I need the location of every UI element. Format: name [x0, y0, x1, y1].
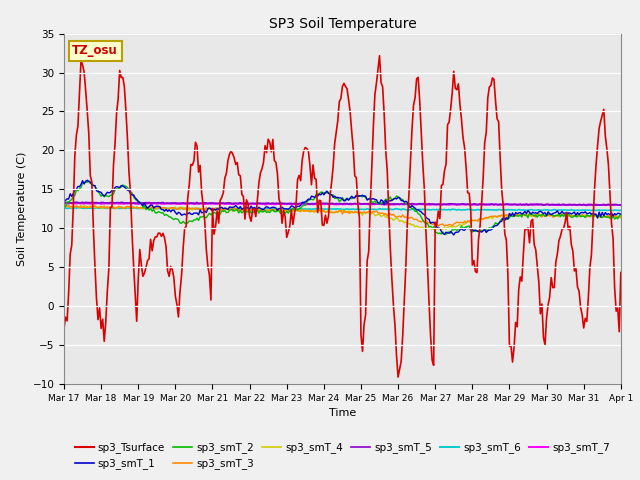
sp3_smT_5 — [88, 199, 96, 205]
sp3_smT_4 — [165, 205, 173, 211]
sp3_smT_3 — [410, 216, 417, 222]
sp3_smT_1 — [410, 204, 417, 210]
sp3_smT_1 — [617, 211, 625, 217]
sp3_smT_4 — [410, 222, 417, 228]
sp3_smT_1 — [379, 198, 387, 204]
sp3_smT_4 — [60, 203, 68, 208]
sp3_smT_3 — [552, 213, 559, 218]
sp3_smT_7 — [76, 201, 83, 206]
sp3_smT_3 — [397, 215, 405, 220]
sp3_smT_4 — [77, 202, 85, 208]
sp3_smT_5 — [550, 202, 558, 208]
sp3_smT_3 — [165, 206, 173, 212]
sp3_smT_6 — [396, 206, 403, 212]
sp3_smT_5 — [410, 201, 417, 207]
sp3_Tsurface — [164, 268, 172, 274]
sp3_smT_6 — [408, 206, 416, 212]
sp3_smT_7 — [165, 201, 173, 206]
sp3_smT_2 — [617, 212, 625, 217]
sp3_smT_7 — [397, 201, 405, 207]
sp3_smT_7 — [550, 202, 558, 208]
sp3_Tsurface — [617, 270, 625, 276]
Legend: sp3_Tsurface, sp3_smT_1, sp3_smT_2, sp3_smT_3, sp3_smT_4, sp3_smT_5, sp3_smT_6, : sp3_Tsurface, sp3_smT_1, sp3_smT_2, sp3_… — [70, 438, 614, 474]
sp3_smT_5 — [583, 203, 591, 208]
Line: sp3_smT_2: sp3_smT_2 — [64, 180, 621, 235]
sp3_smT_2 — [60, 204, 68, 209]
sp3_smT_1 — [450, 232, 458, 238]
sp3_Tsurface — [379, 84, 387, 90]
sp3_smT_2 — [410, 206, 417, 212]
sp3_smT_6 — [616, 208, 623, 214]
sp3_Tsurface — [76, 91, 83, 97]
sp3_Tsurface — [412, 95, 419, 100]
sp3_smT_2 — [85, 178, 93, 183]
Text: TZ_osu: TZ_osu — [72, 44, 118, 57]
sp3_smT_1 — [552, 210, 559, 216]
sp3_smT_5 — [379, 201, 387, 207]
Line: sp3_smT_3: sp3_smT_3 — [64, 205, 621, 226]
sp3_smT_7 — [589, 203, 597, 208]
sp3_Tsurface — [60, 326, 68, 332]
sp3_smT_7 — [379, 201, 387, 207]
sp3_smT_4 — [397, 218, 405, 224]
Line: sp3_smT_1: sp3_smT_1 — [64, 180, 621, 235]
sp3_Tsurface — [394, 374, 402, 380]
Y-axis label: Soil Temperature (C): Soil Temperature (C) — [17, 152, 27, 266]
sp3_Tsurface — [399, 333, 406, 338]
sp3_smT_6 — [164, 206, 172, 212]
sp3_smT_1 — [397, 198, 405, 204]
Line: sp3_smT_6: sp3_smT_6 — [64, 207, 621, 211]
sp3_smT_7 — [410, 202, 417, 207]
sp3_smT_1 — [76, 184, 83, 190]
sp3_smT_5 — [76, 200, 83, 206]
sp3_smT_6 — [377, 206, 385, 212]
Line: sp3_smT_7: sp3_smT_7 — [64, 203, 621, 205]
sp3_smT_3 — [617, 215, 625, 221]
sp3_smT_2 — [552, 213, 559, 218]
X-axis label: Time: Time — [329, 408, 356, 418]
Line: sp3_smT_4: sp3_smT_4 — [64, 205, 621, 230]
Line: sp3_smT_5: sp3_smT_5 — [64, 202, 621, 205]
sp3_smT_7 — [130, 200, 138, 206]
sp3_smT_4 — [617, 214, 625, 219]
sp3_Tsurface — [376, 53, 383, 59]
sp3_smT_7 — [617, 202, 625, 208]
sp3_smT_2 — [379, 200, 387, 205]
sp3_smT_4 — [438, 228, 445, 233]
Title: SP3 Soil Temperature: SP3 Soil Temperature — [269, 17, 416, 31]
sp3_smT_2 — [76, 186, 83, 192]
sp3_smT_5 — [617, 202, 625, 208]
sp3_smT_2 — [397, 196, 405, 202]
sp3_smT_2 — [165, 214, 173, 220]
sp3_smT_2 — [442, 232, 450, 238]
sp3_smT_3 — [435, 223, 442, 229]
sp3_smT_4 — [76, 205, 83, 211]
sp3_smT_3 — [379, 210, 387, 216]
sp3_smT_4 — [379, 213, 387, 218]
sp3_smT_6 — [617, 207, 625, 213]
sp3_smT_6 — [76, 205, 83, 211]
sp3_smT_5 — [397, 201, 405, 206]
sp3_Tsurface — [552, 259, 559, 265]
sp3_smT_6 — [549, 207, 557, 213]
sp3_smT_5 — [60, 200, 68, 206]
sp3_smT_6 — [60, 204, 68, 210]
sp3_smT_3 — [77, 204, 85, 210]
sp3_smT_7 — [60, 201, 68, 206]
sp3_smT_1 — [83, 177, 91, 183]
sp3_smT_1 — [165, 207, 173, 213]
sp3_smT_4 — [552, 213, 559, 218]
sp3_smT_5 — [165, 201, 173, 206]
Line: sp3_Tsurface: sp3_Tsurface — [64, 56, 621, 377]
sp3_smT_3 — [60, 204, 68, 209]
sp3_smT_1 — [60, 199, 68, 205]
sp3_smT_3 — [61, 203, 69, 208]
